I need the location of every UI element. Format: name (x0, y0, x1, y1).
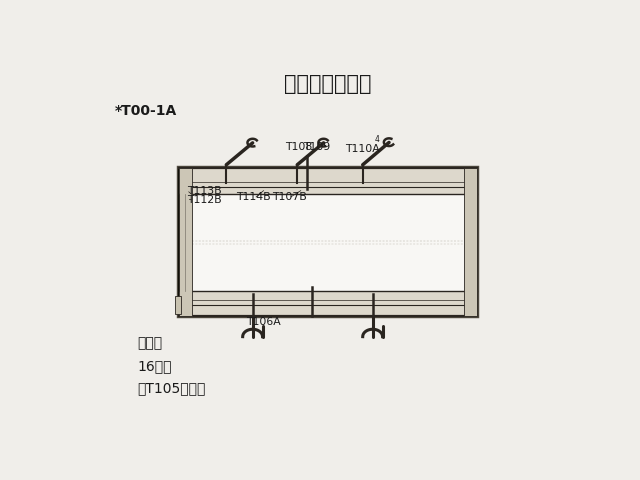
Text: T107B: T107B (273, 192, 307, 202)
Bar (179, 168, 477, 193)
Text: T109: T109 (303, 142, 330, 152)
Text: 综框。: 综框。 (137, 336, 162, 351)
Bar (179, 168, 477, 316)
Bar (179, 168, 191, 316)
Bar (175, 296, 181, 314)
Text: T106A: T106A (246, 317, 281, 327)
Bar (179, 291, 477, 316)
Text: T110A: T110A (346, 144, 380, 154)
Text: T113B: T113B (187, 186, 221, 196)
Bar (179, 168, 477, 316)
Text: T108: T108 (285, 142, 312, 152)
Bar (179, 168, 477, 316)
Bar (465, 168, 477, 316)
Text: 与T105连接。: 与T105连接。 (137, 381, 205, 395)
Text: 木综框及其附件: 木综框及其附件 (284, 74, 372, 94)
Text: T114B: T114B (236, 192, 271, 202)
Text: T112B: T112B (187, 195, 221, 205)
Text: *T00-1A: *T00-1A (115, 104, 177, 118)
Text: 16组。: 16组。 (137, 359, 172, 373)
Text: 4: 4 (375, 135, 380, 144)
